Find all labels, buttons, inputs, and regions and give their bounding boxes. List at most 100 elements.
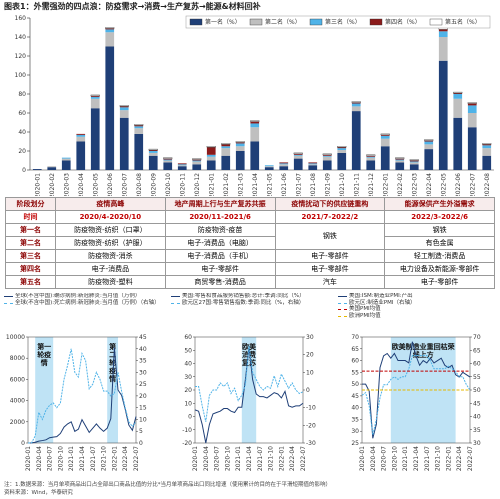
bar-segment (279, 164, 289, 167)
x-tick-label: 2022-01 (382, 173, 389, 196)
bar-segment (105, 32, 115, 47)
x-tick-label: 2022-04 (456, 446, 463, 471)
x-tick-label: 2022-04 (289, 446, 296, 471)
y-tick-label: 8000 (10, 355, 25, 362)
bar-segment (163, 159, 173, 161)
table-cell: 第二名 (5, 236, 56, 250)
bar-segment (250, 121, 260, 124)
bar-segment (351, 106, 361, 112)
legend: 美国:零售和食品服务销售额:总计:季调:同比（%） 欧元区27国:零售销售指数:季… (167, 293, 333, 333)
bar-segment (467, 127, 477, 170)
bar-segment (105, 29, 115, 33)
x-tick-label: 2020-10 (391, 446, 398, 471)
legend-entry: 欧洲PMI均值 (338, 313, 500, 320)
line-chart-covid: 全球(不含中国):确诊病例:新冠肺炎:当月值（万例） 全球(不含中国):死亡病例:… (0, 293, 166, 478)
y-tick-label: 20 (184, 387, 192, 394)
y-tick-label: 70 (351, 334, 359, 341)
x-tick-label: 2020-10 (224, 446, 231, 471)
bar-segment (32, 169, 42, 170)
table-cell: 电子-零部件 (274, 249, 386, 263)
x-tick-label: 2020-03 (63, 173, 70, 196)
legend-label: 第五名（%） (445, 18, 481, 26)
shade-label-box: 欧美制造业重回枯荣线上方 (392, 343, 455, 359)
x-tick-label: 2020-04 (370, 446, 377, 471)
shade-label-box: 第一轮疫情 (37, 343, 51, 367)
x-tick-label: 2020-12 (194, 173, 201, 196)
table-cell: 第一名 (5, 223, 56, 237)
bar-segment (90, 95, 100, 97)
y2-tick-label: -30 (306, 440, 316, 447)
header-cell: 疫情高峰 (55, 197, 166, 211)
y2-tick-label: 0 (306, 387, 310, 394)
legend-swatch (249, 18, 263, 26)
bar-segment (105, 46, 115, 170)
x-tick-label: 2021-01 (402, 446, 409, 471)
bar-segment (308, 165, 318, 170)
bar-segment (438, 37, 448, 61)
x-tick-label: 2021-10 (268, 446, 275, 471)
x-tick-label: 2022-08 (484, 173, 491, 196)
x-tick-label: 2021-03 (237, 173, 244, 196)
x-tick-label: 2022-07 (467, 446, 474, 471)
line (195, 345, 304, 422)
table-cell: 轻工制造-消费品 (384, 249, 495, 263)
y-tick-label: 45 (351, 393, 359, 400)
bar-segment (76, 136, 86, 142)
bar-segment (264, 167, 274, 170)
bar-segment (424, 140, 434, 142)
x-tick-label: 2021-04 (79, 446, 86, 471)
bar-segment (380, 134, 390, 136)
bar-segment (453, 93, 463, 94)
x-tick-label: 2021-04 (252, 173, 259, 196)
bar-segment (409, 161, 419, 163)
legend-label: 第一名（%） (205, 18, 241, 26)
chart: 欧美消费复苏-20-100102030405060-30-20-10010203… (182, 334, 316, 471)
legend-label: 美国PMI均值 (349, 306, 381, 312)
header-cell: 阶段划分 (5, 197, 56, 211)
bar-segment (438, 31, 448, 37)
bar-segment (192, 161, 202, 165)
bar-segment (482, 143, 492, 145)
line-chart-pmi: 美国:ISM:制造业PMI:产出 欧元区:制造业PMI（右轴） 美国PMI均值 欧洲P… (334, 293, 500, 478)
bar-segment (163, 158, 173, 160)
shade (35, 337, 54, 443)
bar-segment (90, 94, 100, 97)
bar-segment (366, 157, 376, 161)
table-cell: 电子-零部件 (274, 262, 386, 276)
x-tick-label: 2020-07 (121, 173, 128, 196)
bar-segment (235, 151, 245, 170)
bar-segment (366, 156, 376, 158)
table-cell: 商贸零售-消费品 (164, 275, 276, 289)
bar-segment (250, 123, 260, 128)
y2-tick-label: 20 (139, 393, 147, 400)
bar-segment (235, 146, 245, 151)
legend-label: 美国:零售和食品服务销售额:总计:季调:同比（%） (182, 293, 305, 299)
y2-tick-label: 10 (306, 369, 314, 376)
y-tick-label: 4000 (10, 398, 25, 405)
bar-segment (322, 154, 332, 156)
table-cell: 有色金属 (384, 236, 495, 250)
table-cell: 汽车 (274, 275, 386, 289)
x-tick-label: 2020-02 (49, 173, 56, 196)
x-tick-label: 2020-11 (179, 173, 186, 196)
line (27, 347, 137, 444)
y-tick-label: 60 (18, 110, 26, 117)
x-tick-label: 2020-01 (34, 173, 41, 196)
bar-segment (119, 117, 129, 170)
bar-segment (250, 141, 260, 170)
y2-tick-label: 35 (473, 427, 481, 434)
bar-segment (206, 156, 216, 161)
x-tick-label: 2020-07 (381, 446, 388, 471)
legend-swatch (369, 18, 383, 26)
x-tick-label: 2021-07 (424, 446, 431, 471)
bar-segment (90, 98, 100, 109)
legend-label: 第二名（%） (265, 18, 301, 26)
legend-entry: 美国PMI均值 (338, 306, 500, 313)
bar-segment (424, 139, 434, 141)
bar-segment (105, 28, 115, 30)
y2-tick-label: 70 (473, 334, 481, 341)
table-cell: 防疫物资-塑料 (55, 275, 166, 289)
bar-segment (424, 144, 434, 150)
y2-tick-label: 45 (473, 400, 481, 407)
bar-segment (395, 158, 405, 160)
